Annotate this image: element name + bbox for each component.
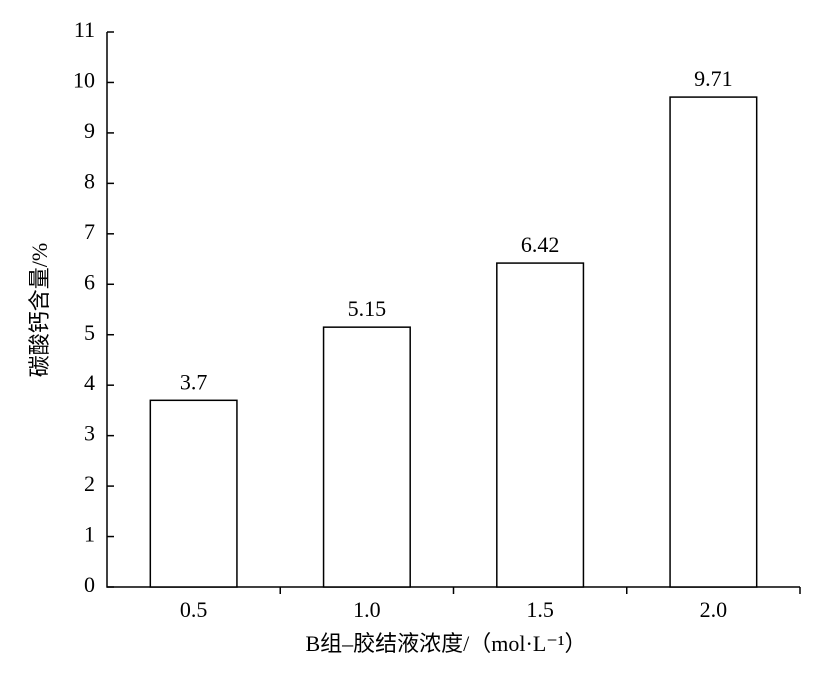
value-label: 9.71 [694,66,733,91]
value-label: 3.7 [180,369,208,394]
y-tick-label: 6 [84,269,95,294]
x-tick-label: 0.5 [180,597,208,622]
y-axis-label: 碳酸钙含量/% [27,243,52,377]
y-tick-label: 2 [84,471,95,496]
bar [149,399,238,588]
x-tick-label: 1.5 [526,597,554,622]
y-tick-label: 10 [73,68,95,93]
y-tick-label: 4 [84,370,95,395]
value-label: 6.42 [521,232,560,257]
bar [669,96,758,588]
x-axis-label: B组–胶结液浓度/（mol·L⁻¹） [306,631,587,656]
y-tick-label: 5 [84,320,95,345]
y-tick-label: 9 [84,118,95,143]
y-tick-label: 11 [74,17,95,42]
x-tick-label: 1.0 [353,597,381,622]
y-tick-label: 0 [84,572,95,597]
bar [496,262,585,588]
value-label: 5.15 [348,296,387,321]
y-tick-label: 3 [84,421,95,446]
bar [322,326,411,588]
x-tick-label: 2.0 [700,597,728,622]
y-tick-label: 7 [84,219,95,244]
y-tick-label: 8 [84,168,95,193]
y-tick-label: 1 [84,522,95,547]
